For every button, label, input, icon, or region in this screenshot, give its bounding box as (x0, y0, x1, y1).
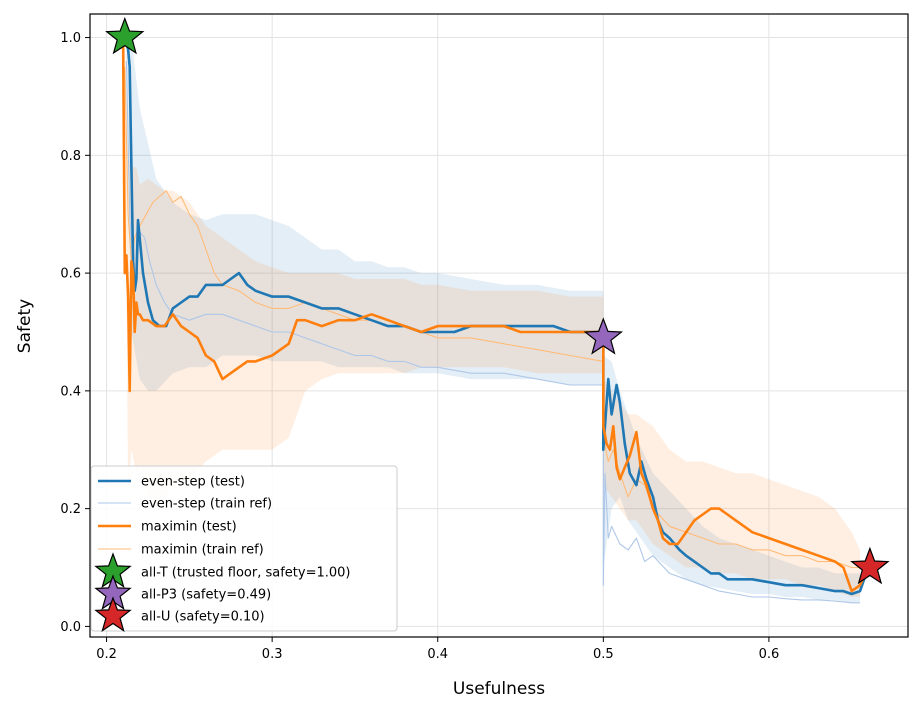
x-tick-label: 0.6 (759, 647, 780, 662)
marker-star-0 (105, 16, 145, 55)
plot-frame (89, 13, 909, 638)
x-axis-ticks: 0.2 0.3 0.4 0.5 0.6 (96, 637, 779, 662)
confidence-bands (124, 37, 861, 603)
legend-label: maximin (test) (141, 520, 237, 535)
series-lines (121, 37, 870, 604)
x-tick-label: 0.3 (262, 647, 283, 662)
legend-label: maximin (train ref) (141, 543, 264, 558)
series-line-1 (125, 61, 860, 604)
y-tick-label: 0.6 (60, 267, 81, 282)
marker-star-1 (583, 317, 624, 355)
y-tick-label: 0.8 (60, 149, 81, 164)
legend-label: even-step (train ref) (141, 497, 272, 512)
legend-label: all-P3 (safety=0.49) (141, 588, 271, 603)
x-axis-label: Usefulness (453, 679, 545, 699)
legend-box (90, 465, 398, 632)
x-tick-label: 0.4 (427, 647, 448, 662)
legend: even-step (test) even-step (train ref) max… (90, 465, 398, 633)
legend-star-6 (94, 596, 132, 633)
y-tick-label: 1.0 (60, 31, 81, 46)
y-tick-label: 0.4 (60, 384, 81, 399)
legend-label: all-T (trusted floor, safety=1.00) (141, 566, 351, 581)
y-tick-label: 0.0 (60, 620, 81, 635)
y-axis-label: Safety (15, 299, 35, 353)
y-axis-ticks: 0.0 0.2 0.4 0.6 0.8 1.0 (60, 31, 90, 635)
y-tick-label: 0.2 (60, 502, 81, 517)
x-tick-label: 0.5 (593, 647, 614, 662)
legend-label: even-step (test) (141, 475, 245, 490)
point-markers (105, 16, 890, 585)
legend-label: all-U (safety=0.10) (141, 610, 265, 625)
x-tick-label: 0.2 (96, 647, 117, 662)
series-line-2 (121, 37, 870, 593)
marker-star-2 (850, 546, 890, 585)
band-0 (126, 37, 860, 603)
band-1 (124, 37, 861, 598)
